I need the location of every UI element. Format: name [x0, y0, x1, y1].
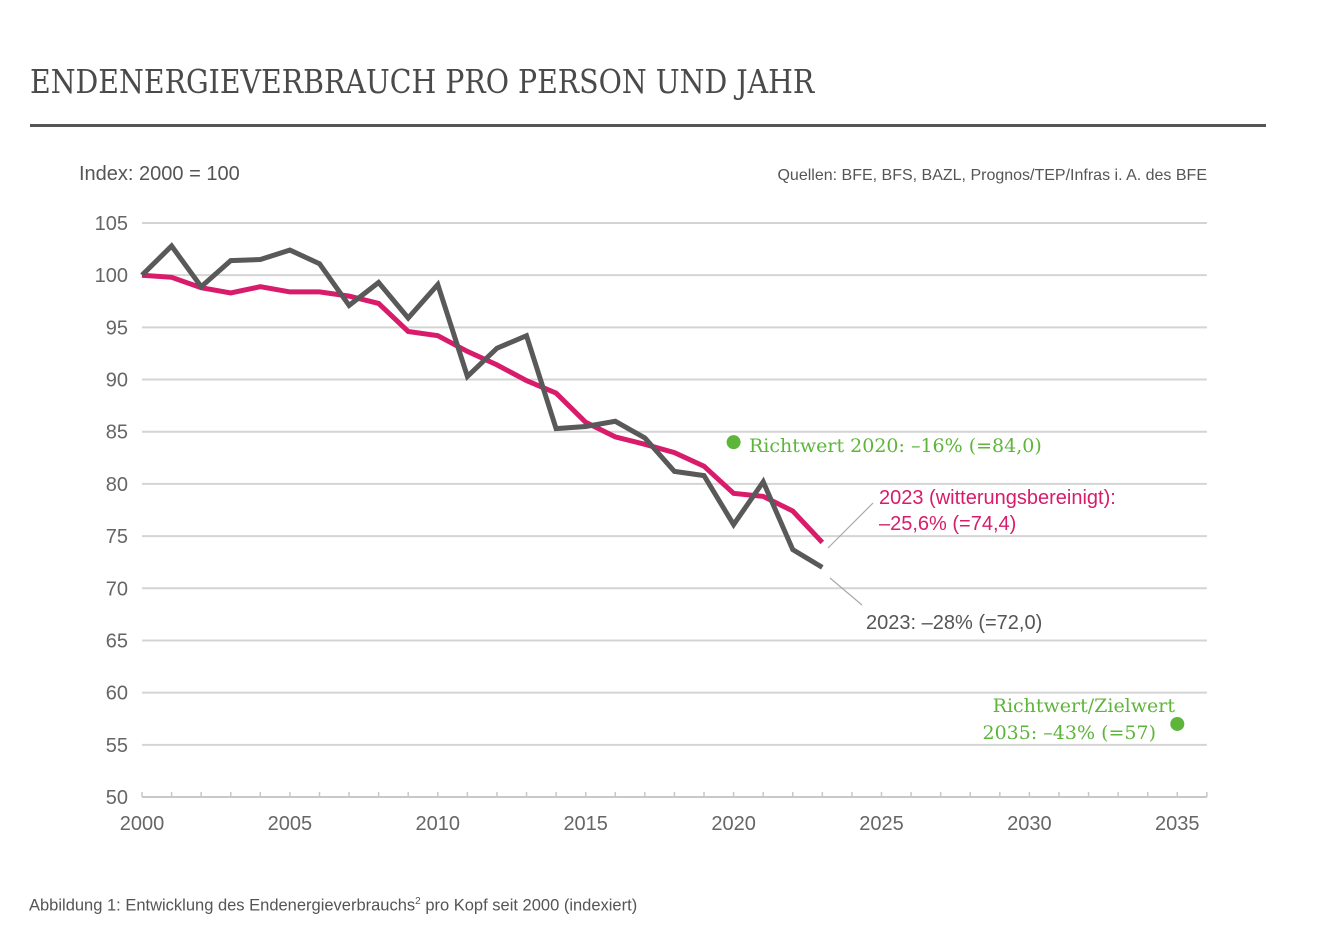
y-tick-label: 70	[106, 578, 128, 600]
annotation-pink2023: –25,6% (=74,4)	[879, 513, 1016, 535]
leader-line-actual	[829, 577, 863, 606]
title-divider	[30, 124, 1266, 127]
series-line-actual	[140, 242, 824, 570]
gridlines	[142, 222, 1207, 746]
x-tick-label: 2025	[859, 813, 904, 835]
annotation-leaders	[827, 502, 874, 606]
y-tick-label: 90	[106, 370, 128, 392]
y-axis-label: Index: 2000 = 100	[79, 163, 240, 185]
x-tick-label: 2000	[120, 813, 165, 835]
x-axis	[141, 792, 1208, 798]
target-markers	[726, 435, 1185, 731]
y-tick-labels: 50 55 60 65 70 75 80 85 90 95 100 105	[95, 213, 128, 809]
annotation-pink2023: 2023 (witterungsbereinigt):	[879, 487, 1116, 509]
target-marker-2035	[1170, 716, 1185, 731]
figure-caption: Abbildung 1: Entwicklung des Endenergiev…	[29, 896, 637, 916]
annotation-gray2023: 2023: –28% (=72,0)	[866, 612, 1042, 634]
x-tick-label: 2005	[268, 813, 313, 835]
x-tick-label: 2020	[711, 813, 756, 835]
annotation-target2035: Richtwert/Zielwert	[993, 695, 1176, 717]
y-tick-label: 50	[106, 787, 128, 809]
y-tick-label: 100	[95, 265, 128, 287]
y-tick-label: 60	[106, 683, 128, 705]
x-tick-labels: 2000 2005 2010 2015 2020 2025 2030 2035	[120, 813, 1200, 835]
chart-title: ENDENERGIEVERBRAUCH PRO PERSON UND JAHR	[30, 62, 815, 101]
annotation-target2035: 2035: –43% (=57)	[983, 722, 1157, 744]
x-tick-label: 2035	[1155, 813, 1200, 835]
caption-text: Abbildung 1: Entwicklung des Endenergiev…	[29, 896, 416, 915]
y-tick-label: 65	[106, 630, 128, 652]
x-tick-label: 2010	[416, 813, 461, 835]
y-tick-label: 75	[106, 526, 128, 548]
y-tick-label: 105	[95, 213, 128, 235]
caption-footnote-ref: 2	[415, 896, 421, 907]
annotation-target2020: Richtwert 2020: –16% (=84,0)	[749, 435, 1042, 457]
leader-line-weather-adjusted	[827, 502, 874, 549]
x-tick-label: 2030	[1007, 813, 1052, 835]
y-tick-label: 95	[106, 317, 128, 339]
series-lines	[140, 242, 825, 570]
x-tick-label: 2015	[563, 813, 608, 835]
caption-text-end: pro Kopf seit 2000 (indexiert)	[420, 896, 638, 915]
y-tick-label: 55	[106, 735, 128, 757]
source-note: Quellen: BFE, BFS, BAZL, Prognos/TEP/Inf…	[777, 167, 1207, 184]
series-line-weather-adjusted	[141, 272, 825, 545]
y-tick-label: 85	[106, 422, 128, 444]
y-tick-label: 80	[106, 474, 128, 496]
target-marker-2020	[726, 435, 741, 450]
annotations: Richtwert 2020: –16% (=84,0) 2023 (witter…	[749, 435, 1175, 744]
